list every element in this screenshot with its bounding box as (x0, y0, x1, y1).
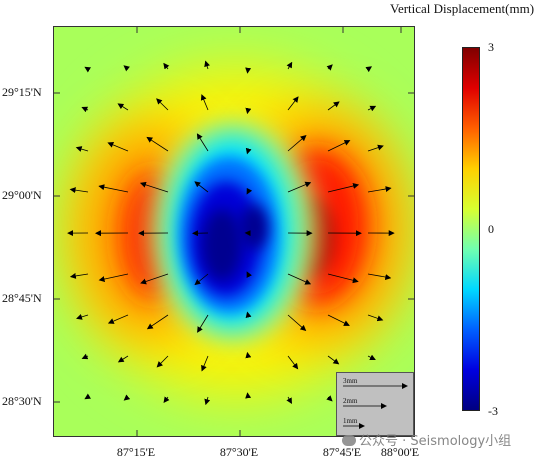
displacement-vector (146, 136, 169, 152)
displacement-vector (287, 181, 312, 193)
displacement-vector (326, 395, 333, 402)
lon-label-88-00: 88°00'E (380, 445, 420, 459)
displacement-vector (81, 353, 89, 360)
displacement-vector (163, 62, 170, 70)
displacement-vector (123, 394, 131, 401)
displacement-vector (287, 273, 312, 285)
displacement-vector (327, 273, 359, 284)
displacement-vector (69, 187, 89, 194)
displacement-vector (75, 146, 89, 152)
displacement-vector (367, 105, 377, 112)
displacement-vector (107, 142, 129, 152)
displacement-vector (140, 273, 169, 285)
displacement-vector (204, 396, 211, 406)
watermark-text: 公众号 · Seismology小组 (359, 434, 512, 449)
legend-label-3mm: 3mm (343, 377, 358, 385)
displacement-vector (365, 66, 373, 73)
displacement-vector (201, 355, 209, 372)
displacement-vector (245, 107, 252, 115)
displacement-vector (367, 186, 392, 193)
displacement-vector (156, 355, 169, 368)
displacement-vector (327, 355, 340, 365)
lon-label-87-45: 87°45'E (322, 445, 362, 459)
displacement-vector (327, 140, 351, 152)
displacement-vector (84, 393, 92, 400)
lat-label-29-00: 29°00'N (2, 188, 42, 202)
displacement-vector (196, 133, 209, 152)
colorbar-min-label: -3 (488, 404, 498, 418)
lat-label-28-45: 28°45'N (2, 291, 42, 305)
legend-label-1mm: 1mm (343, 417, 358, 425)
colorbar-max-label: 3 (488, 40, 494, 54)
displacement-vector (326, 64, 333, 71)
wechat-logo-icon (342, 435, 356, 446)
displacement-vector (163, 396, 170, 404)
displacement-vector (98, 273, 129, 282)
displacement-vector (287, 314, 307, 332)
lat-label-28-30: 28°30'N (2, 394, 42, 408)
horizontal-displacement-vectors (67, 60, 395, 406)
displacement-vector (204, 60, 210, 70)
lat-label-29-15: 29°15'N (2, 85, 42, 99)
displacement-vector (107, 314, 129, 324)
displacement-vector (245, 147, 252, 155)
displacement-vector (197, 314, 209, 333)
displacement-vector (286, 61, 293, 70)
displacement-vector (81, 106, 89, 113)
displacement-vector (84, 66, 92, 73)
lon-label-87-30: 87°30'E (219, 445, 259, 459)
displacement-vector (123, 65, 130, 72)
displacement-vector (245, 311, 252, 319)
displacement-vector (245, 67, 252, 74)
displacement-vector (327, 314, 350, 326)
displacement-vector (246, 271, 253, 279)
watermark: 公众号 · Seismology小组 (342, 430, 511, 449)
displacement-vector (287, 96, 299, 111)
colorbar-title: Vertical Displacement(mm) (390, 1, 535, 16)
displacement-vector (146, 314, 169, 330)
displacement-vector (139, 181, 169, 193)
displacement-vector (117, 103, 129, 111)
displacement-vector (69, 272, 89, 279)
displacement-vector (367, 273, 392, 280)
displacement-vector (367, 354, 376, 361)
lon-label-87-15: 87°15'E (116, 445, 156, 459)
displacement-vector (287, 355, 299, 370)
colorbar-mid-label: 0 (488, 222, 494, 236)
displacement-vector (194, 181, 209, 193)
displacement-vector (245, 392, 252, 399)
displacement-vector (246, 187, 253, 195)
displacement-vector (367, 314, 384, 322)
displacement-vector (327, 183, 360, 193)
displacement-vector (98, 184, 129, 193)
displacement-vector (286, 396, 292, 404)
displacement-vector (117, 355, 129, 363)
colorbar (462, 47, 480, 411)
displacement-vector (156, 98, 169, 111)
displacement-map (54, 27, 414, 436)
displacement-vector (194, 273, 209, 286)
legend-arrows (343, 383, 408, 429)
map-frame (53, 26, 415, 437)
displacement-vector (287, 135, 307, 152)
displacement-vector (367, 144, 384, 152)
displacement-vector (327, 101, 340, 111)
vector-scale-legend: 3mm 2mm 1mm (336, 372, 414, 436)
displacement-vector (76, 314, 89, 320)
displacement-vector (200, 94, 209, 111)
displacement-vector (245, 351, 252, 359)
legend-label-2mm: 2mm (343, 397, 358, 405)
